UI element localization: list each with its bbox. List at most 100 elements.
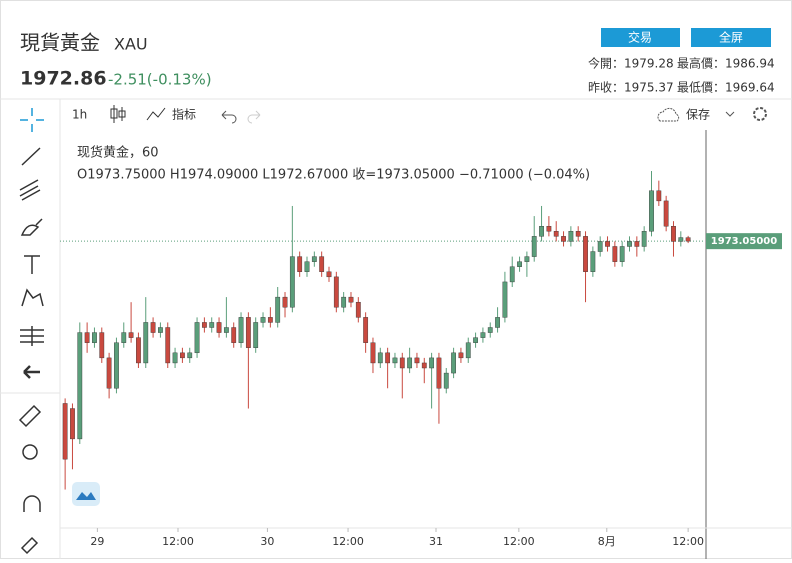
candle-body <box>649 190 654 232</box>
symbol: XAU <box>114 35 148 54</box>
candle-body <box>509 266 515 283</box>
candle-body <box>194 322 200 354</box>
candle-body <box>377 352 383 364</box>
last-price-label: 1973.05000 <box>711 236 777 247</box>
candle-body <box>495 317 500 328</box>
back-tool[interactable] <box>23 365 40 379</box>
candle-body <box>355 301 361 318</box>
stat: 今開：1979.28 <box>588 56 674 71</box>
logo <box>72 482 100 506</box>
x-tick-label: 30 <box>260 535 274 548</box>
chart-type-icon[interactable] <box>110 105 126 123</box>
last-price-box <box>706 233 782 250</box>
prediction-tool[interactable] <box>20 326 44 346</box>
candle-body <box>590 251 596 272</box>
candle-body <box>121 332 127 343</box>
candle-body <box>443 372 449 389</box>
trade-button-label[interactable]: 交易 <box>628 30 652 45</box>
x-tick-label: 12:00 <box>672 535 704 548</box>
brush-tool[interactable] <box>20 218 43 236</box>
candle-body <box>583 236 588 272</box>
candle-body <box>487 327 493 333</box>
candle-body <box>114 342 119 389</box>
candle-body <box>304 261 310 272</box>
candle-body <box>275 296 281 323</box>
x-tick-label: 29 <box>90 535 104 548</box>
candle-body <box>282 296 288 308</box>
candle-body <box>561 236 566 242</box>
candle-body <box>465 342 471 359</box>
candle-body <box>99 332 105 359</box>
candle-body <box>656 190 662 202</box>
candle-body <box>627 241 632 247</box>
legend-name: 现货黄金，60 <box>77 145 159 161</box>
price: 1972.86 <box>20 68 107 90</box>
fullscreen-button[interactable] <box>691 28 771 47</box>
candle-body <box>238 317 244 343</box>
x-tick-label: 12:00 <box>503 535 535 548</box>
fib-tool[interactable] <box>19 179 41 201</box>
candle-body <box>641 231 647 247</box>
candle-body <box>326 271 332 278</box>
stat: 昨收：1975.37 <box>588 81 674 95</box>
save-menu-icon[interactable] <box>725 111 735 117</box>
text-tool[interactable] <box>24 255 40 274</box>
candle-body <box>524 256 530 262</box>
undo-icon[interactable] <box>221 110 237 124</box>
candle-body <box>348 296 354 303</box>
drawing-tools <box>18 108 44 555</box>
candle-body <box>223 327 229 333</box>
magnet-tool[interactable] <box>23 495 41 512</box>
candle-body <box>685 237 691 242</box>
candle-body <box>260 317 266 323</box>
candle-body <box>678 237 684 242</box>
indicator-icon[interactable] <box>146 107 166 121</box>
save[interactable]: 保存 <box>686 108 710 122</box>
candle-body <box>311 256 317 262</box>
crosshair-tool[interactable] <box>20 108 44 132</box>
pattern-tool[interactable] <box>21 288 44 307</box>
candle-body <box>531 236 537 257</box>
stat: 最高價：1986.94 <box>677 56 775 71</box>
candle-body <box>451 352 456 374</box>
measure-tool[interactable] <box>18 404 42 428</box>
title: 現貨黃金 <box>20 31 100 55</box>
candle-body <box>370 342 376 364</box>
candle-body <box>150 322 156 333</box>
candle-body <box>575 231 581 237</box>
cloud-icon[interactable] <box>657 107 680 122</box>
logo-mark <box>76 492 96 500</box>
candle-body <box>546 226 552 232</box>
lock-tool[interactable] <box>20 536 39 555</box>
candle-body <box>605 241 610 247</box>
x-tick-label: 8月 <box>598 535 616 548</box>
candle-body <box>143 322 149 364</box>
candle-body <box>84 332 90 343</box>
candle-body <box>245 317 251 348</box>
candle-body <box>421 362 427 369</box>
candle-body <box>634 241 640 247</box>
redo-icon <box>247 110 261 124</box>
candle-body <box>319 256 325 272</box>
candle-body <box>458 352 464 359</box>
candle-body <box>172 352 178 364</box>
candle-body <box>201 322 207 328</box>
interval[interactable]: 1h <box>72 108 87 122</box>
stat: 最低價：1969.64 <box>677 81 775 95</box>
candle-body <box>128 332 134 338</box>
fullscreen-button-label[interactable]: 全屏 <box>719 30 743 45</box>
candle-body <box>267 317 273 323</box>
line-tool[interactable] <box>21 147 41 166</box>
settings-icon[interactable] <box>753 107 767 121</box>
trade-button[interactable] <box>601 28 680 47</box>
candle-body <box>106 357 112 389</box>
candle-body <box>597 241 603 252</box>
candle-body <box>539 226 544 237</box>
candle-body <box>480 332 486 338</box>
candle-body <box>289 256 295 308</box>
candle-body <box>671 226 676 242</box>
zoom-tool[interactable] <box>22 444 38 460</box>
indicators[interactable]: 指标 <box>172 107 196 122</box>
